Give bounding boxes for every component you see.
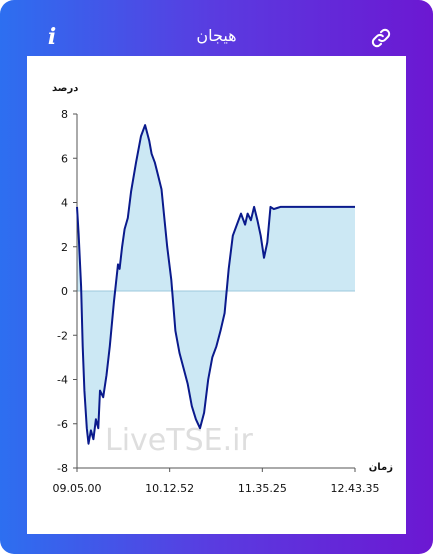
y-tick-label: -6 xyxy=(57,418,68,431)
y-tick-label: 4 xyxy=(61,197,68,210)
y-axis-label: درصد xyxy=(52,83,78,94)
x-tick-label: 11.35.25 xyxy=(238,482,287,495)
chart: درصد زمان LiveTSE.ir 8 6 4 2 0 -2 -4 -6 -8 09.05.… xyxy=(52,83,393,495)
info-icon[interactable]: i xyxy=(47,24,57,50)
y-tick-label: -2 xyxy=(57,329,68,342)
chart-panel: درصد زمان LiveTSE.ir 8 6 4 2 0 -2 -4 -6 -8 09.05.… xyxy=(27,56,406,534)
link-icon[interactable] xyxy=(370,27,392,49)
x-axis-label: زمان xyxy=(369,462,393,473)
page-title: هیجان xyxy=(196,26,237,45)
series-line xyxy=(76,124,355,445)
y-tick-label: -4 xyxy=(57,374,68,387)
y-tick-label: -8 xyxy=(57,462,68,475)
y-tick-label: 0 xyxy=(61,285,68,298)
y-tick-label: 6 xyxy=(61,152,68,165)
header-bar: i هیجان xyxy=(0,0,433,70)
x-tick-label: 09.05.00 xyxy=(53,482,102,495)
y-tick-label: 2 xyxy=(61,241,68,254)
area-fill xyxy=(77,125,355,444)
x-tick-label: 12.43.35 xyxy=(331,482,380,495)
y-tick-label: 8 xyxy=(61,108,68,121)
watermark: LiveTSE.ir xyxy=(105,423,253,458)
x-tick-label: 10.12.52 xyxy=(145,482,194,495)
